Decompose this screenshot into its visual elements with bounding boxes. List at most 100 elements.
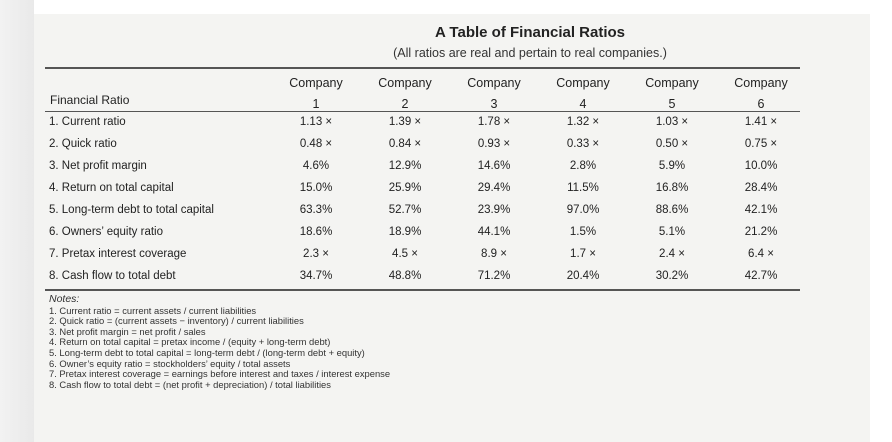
table-row: 3. Net profit margin 4.6% 12.9% 14.6% 2.8% 5.… (0, 156, 892, 177)
table-cell: 12.9% (388, 160, 422, 172)
column-header-company-3: Company 3 (449, 73, 539, 115)
note-item: 5. Long-term debt to total capital = lon… (49, 346, 365, 358)
table-cell: 16.8% (655, 182, 689, 194)
table-cell: 48.8% (388, 270, 422, 282)
table-cell: 20.4% (566, 270, 600, 282)
header-rule (45, 111, 800, 112)
row-label: 3. Net profit margin (49, 160, 147, 172)
table-row: 4. Return on total capital 15.0% 25.9% 29.4… (0, 178, 892, 199)
table-cell: 29.4% (477, 182, 511, 194)
note-item: 7. Pretax interest coverage = earnings b… (49, 368, 391, 380)
column-header-line2: 4 (579, 97, 587, 111)
column-header-line1: Company (645, 76, 699, 90)
table-cell: 34.7% (299, 270, 333, 282)
page-edge-shadow (0, 0, 34, 442)
table-cell: 0.84 × (388, 138, 422, 150)
note-item: 3. Net profit margin = net profit / sale… (49, 325, 206, 337)
row-label: 4. Return on total capital (49, 182, 174, 194)
table-row: 5. Long-term debt to total capital 63.3% 5… (0, 200, 892, 221)
table-cell: 0.75 × (744, 138, 778, 150)
table-cell: 1.13 × (299, 116, 333, 128)
row-label: 2. Quick ratio (49, 138, 117, 150)
table-row: 1. Current ratio 1.13 × 1.39 × 1.78 × 1.32 ×… (0, 112, 892, 133)
table-cell: 1.5% (569, 226, 597, 238)
table-cell: 15.0% (299, 182, 333, 194)
column-header-line2: 5 (668, 97, 676, 111)
table-cell: 0.33 × (566, 138, 600, 150)
table-cell: 42.1% (744, 204, 778, 216)
table-cell: 71.2% (477, 270, 511, 282)
table-cell: 10.0% (744, 160, 778, 172)
table-cell: 4.5 × (392, 248, 418, 260)
table-cell: 1.7 × (570, 248, 596, 260)
bottom-rule (45, 289, 800, 291)
note-item: 6. Owner’s equity ratio = stockholders’ … (49, 357, 291, 369)
column-header-line1: Company (467, 76, 521, 90)
note-item: 4. Return on total capital = pretax inco… (49, 336, 331, 348)
table-cell: 23.9% (477, 204, 511, 216)
column-header-line1: Company (289, 76, 343, 90)
table-cell: 25.9% (388, 182, 422, 194)
column-header-line1: Company (556, 76, 610, 90)
table-cell: 1.39 × (388, 116, 422, 128)
table-cell: 1.03 × (655, 116, 689, 128)
table-cell: 1.78 × (477, 116, 511, 128)
row-label: 6. Owners’ equity ratio (49, 226, 163, 238)
table-cell: 2.4 × (659, 248, 685, 260)
table-cell: 0.50 × (655, 138, 689, 150)
table-cell: 52.7% (388, 204, 422, 216)
table-cell: 88.6% (655, 204, 689, 216)
column-header-company-2: Company 2 (360, 73, 450, 115)
table-title: A Table of Financial Ratios (434, 24, 626, 41)
table-row: 7. Pretax interest coverage 2.3 × 4.5 × 8.9… (0, 244, 892, 265)
table-cell: 0.48 × (299, 138, 333, 150)
table-cell: 2.3 × (303, 248, 329, 260)
table-cell: 14.6% (477, 160, 511, 172)
column-header-line2: 2 (401, 97, 409, 111)
table-row: 8. Cash flow to total debt 34.7% 48.8% 71.2… (0, 266, 892, 287)
column-header-line2: 3 (490, 97, 498, 111)
notes-heading: Notes: (49, 293, 80, 305)
table-cell: 30.2% (655, 270, 689, 282)
column-header-line1: Company (734, 76, 788, 90)
table-cell: 5.9% (658, 160, 686, 172)
table-cell: 18.6% (299, 226, 333, 238)
table-cell: 97.0% (566, 204, 600, 216)
table-cell: 11.5% (567, 182, 599, 194)
row-label: 5. Long-term debt to total capital (49, 204, 214, 216)
notes-section: Notes: 1. Current ratio = current assets… (49, 294, 390, 390)
row-label: 7. Pretax interest coverage (49, 248, 187, 260)
column-header-company-4: Company 4 (538, 73, 628, 115)
table-cell: 5.1% (658, 226, 686, 238)
table-row: 6. Owners’ equity ratio 18.6% 18.9% 44.1% 1.… (0, 222, 892, 243)
row-label: 8. Cash flow to total debt (49, 270, 176, 282)
table-cell: 1.41 × (744, 116, 778, 128)
note-item: 1. Current ratio = current assets / curr… (49, 304, 257, 316)
table-cell: 21.2% (744, 226, 778, 238)
table-cell: 63.3% (299, 204, 333, 216)
note-item: 2. Quick ratio = (current assets − inven… (49, 315, 304, 327)
table-cell: 18.9% (388, 226, 422, 238)
note-item: 8. Cash flow to total debt = (net profit… (49, 378, 331, 390)
column-header-line2: 1 (312, 97, 320, 111)
column-header-company-1: Company 1 (271, 73, 361, 115)
table-subtitle: (All ratios are real and pertain to real… (393, 46, 667, 60)
table-cell: 1.32 × (566, 116, 600, 128)
table-cell: 4.6% (302, 160, 330, 172)
column-header-company-6: Company 6 (716, 73, 806, 115)
table-cell: 42.7% (744, 270, 778, 282)
row-label: 1. Current ratio (49, 116, 126, 128)
column-header-line1: Company (378, 76, 432, 90)
table-cell: 6.4 × (748, 248, 774, 260)
column-header-company-5: Company 5 (627, 73, 717, 115)
top-rule (45, 67, 800, 69)
scanned-page (34, 14, 870, 442)
table-cell: 44.1% (477, 226, 511, 238)
table-cell: 0.93 × (477, 138, 511, 150)
column-header-line2: 6 (757, 97, 765, 111)
table-cell: 8.9 × (481, 248, 507, 260)
table-row: 2. Quick ratio 0.48 × 0.84 × 0.93 × 0.33 × 0.… (0, 134, 892, 155)
row-header-label: Financial Ratio (50, 93, 130, 107)
table-cell: 2.8% (569, 160, 597, 172)
table-cell: 28.4% (744, 182, 778, 194)
